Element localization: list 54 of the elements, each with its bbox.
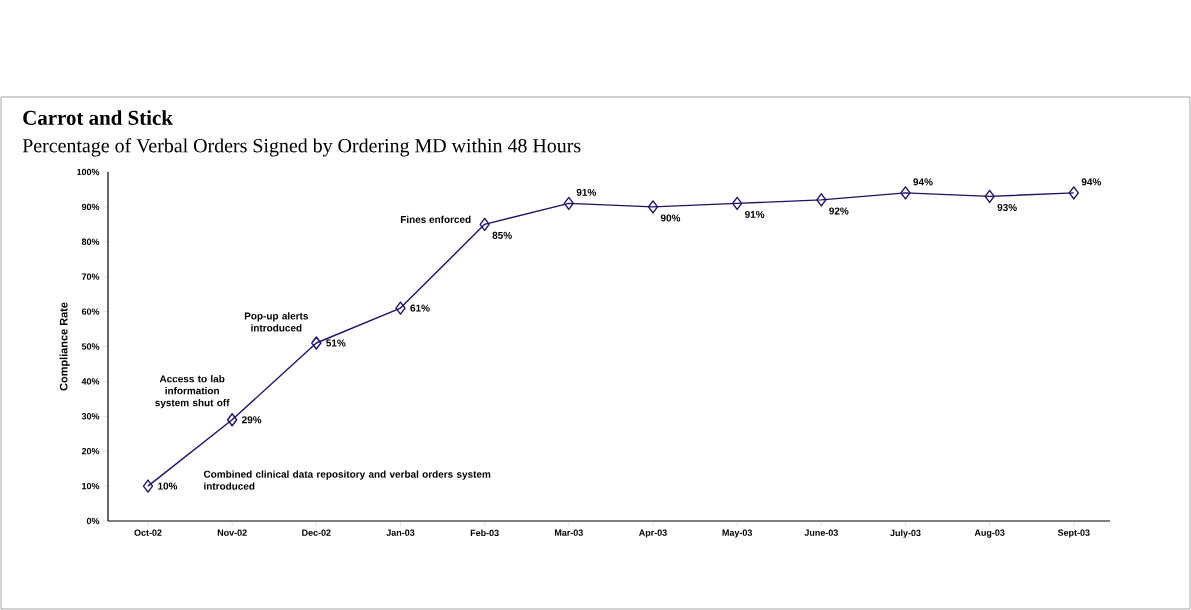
annotation: Fines enforced [400,215,471,223]
data-label: 91% [576,188,596,196]
x-tick-label: Dec-02 [302,529,331,536]
data-label: 94% [913,178,933,186]
x-tick-label: Apr-03 [639,529,667,538]
data-label: 29% [242,416,262,424]
x-tick-label: Oct-02 [134,529,162,536]
y-tick-label: 0% [86,517,100,525]
y-axis-title: Compliance Rate [59,302,70,391]
point [479,217,490,232]
chart-title: Carrot and Stick [23,110,173,125]
annotation: Pop-up alerts introduced [244,312,309,332]
data-label: 90% [660,214,681,222]
y-tick-label: 50% [81,343,100,350]
y-tick-label: 20% [81,448,100,455]
point [1068,186,1079,200]
chart-subtitle: Percentage of Verbal Orders Signed by Ordering MD within 48 Hours [22,138,581,157]
x-tick-label: July-03 [890,529,921,538]
x-tick-label: Sept-03 [1057,529,1090,538]
point [563,196,575,211]
data-label: 51% [326,339,346,347]
data-label: 10% [158,482,178,490]
point [142,479,154,493]
annotation: Combined clinical data repository and verbal orders system introduced [203,470,491,490]
y-tick-label: 30% [81,413,100,420]
point [311,336,322,350]
point [900,186,911,200]
x-tick-label: Aug-03 [974,529,1005,538]
data-label: 94% [1081,178,1101,186]
y-tick-label: 100% [77,168,100,176]
data-label: 91% [745,210,765,218]
y-tick-label: 40% [81,378,100,385]
point [647,200,659,214]
data-label: 61% [410,304,430,312]
annotation: Access to lab information system shut off [155,375,230,409]
point [731,196,743,211]
y-tick-label: 60% [81,308,100,315]
point [984,189,995,204]
x-tick-label: June-03 [804,529,838,536]
x-tick-label: Nov-02 [217,529,247,536]
x-tick-label: Jan-03 [386,529,415,536]
x-tick-label: Feb-03 [470,529,499,537]
y-tick-label: 80% [81,238,100,245]
point [226,413,238,427]
point [816,193,827,207]
x-tick-label: May-03 [722,529,753,538]
y-tick-label: 10% [82,482,100,490]
data-label: 92% [829,207,849,215]
data-label: 93% [997,203,1017,211]
y-tick-label: 90% [81,203,100,211]
data-label: 85% [492,231,512,239]
point [395,301,406,315]
y-tick-label: 70% [81,273,100,280]
x-tick-label: Mar-03 [554,529,583,536]
